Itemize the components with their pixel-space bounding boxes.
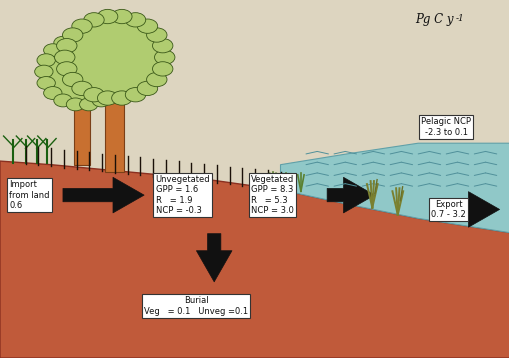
- Circle shape: [79, 98, 98, 111]
- Circle shape: [152, 39, 173, 53]
- Circle shape: [108, 77, 127, 90]
- Circle shape: [83, 88, 104, 102]
- Circle shape: [111, 91, 132, 105]
- Circle shape: [154, 50, 175, 64]
- Text: Vegetated
GPP = 8.3
R   = 5.3
NCP = 3.0: Vegetated GPP = 8.3 R = 5.3 NCP = 3.0: [250, 175, 294, 215]
- Circle shape: [56, 39, 77, 53]
- Ellipse shape: [66, 18, 163, 97]
- Circle shape: [146, 72, 166, 87]
- Circle shape: [44, 87, 62, 100]
- Circle shape: [66, 98, 84, 111]
- Circle shape: [137, 19, 157, 33]
- Circle shape: [97, 91, 118, 105]
- Circle shape: [63, 72, 83, 87]
- Circle shape: [72, 19, 92, 33]
- Circle shape: [63, 28, 83, 42]
- Circle shape: [152, 62, 173, 76]
- Polygon shape: [280, 143, 509, 233]
- Circle shape: [83, 13, 104, 27]
- Text: Burial
Veg   = 0.1   Unveg =0.1: Burial Veg = 0.1 Unveg =0.1: [144, 296, 248, 316]
- Bar: [104, 82, 124, 172]
- Bar: [74, 93, 90, 165]
- Circle shape: [97, 9, 118, 24]
- Circle shape: [79, 32, 98, 45]
- Text: Export
0.7 - 3.2: Export 0.7 - 3.2: [431, 200, 465, 219]
- Circle shape: [111, 65, 129, 78]
- Ellipse shape: [45, 39, 119, 104]
- Circle shape: [56, 62, 77, 76]
- Circle shape: [66, 32, 84, 45]
- Circle shape: [37, 77, 55, 90]
- Circle shape: [108, 54, 127, 67]
- Circle shape: [125, 88, 146, 102]
- Circle shape: [54, 36, 72, 49]
- Circle shape: [44, 44, 62, 57]
- Circle shape: [146, 28, 166, 42]
- Circle shape: [53, 94, 72, 107]
- Text: -1: -1: [455, 14, 464, 23]
- Circle shape: [102, 44, 120, 57]
- Text: Import
from land
0.6: Import from land 0.6: [9, 180, 50, 210]
- Circle shape: [92, 94, 110, 107]
- Text: Pg C y: Pg C y: [415, 13, 453, 25]
- Circle shape: [111, 9, 132, 24]
- Text: Unvegetated
GPP = 1.6
R   = 1.9
NCP = -0.3: Unvegetated GPP = 1.6 R = 1.9 NCP = -0.3: [155, 175, 210, 215]
- Circle shape: [137, 81, 157, 96]
- Circle shape: [92, 36, 110, 49]
- Polygon shape: [0, 161, 509, 358]
- Circle shape: [54, 50, 75, 64]
- Circle shape: [37, 54, 55, 67]
- Circle shape: [125, 13, 146, 27]
- Circle shape: [35, 65, 53, 78]
- Circle shape: [102, 87, 120, 100]
- Circle shape: [72, 81, 92, 96]
- Text: Pelagic NCP
-2.3 to 0.1: Pelagic NCP -2.3 to 0.1: [420, 117, 470, 137]
